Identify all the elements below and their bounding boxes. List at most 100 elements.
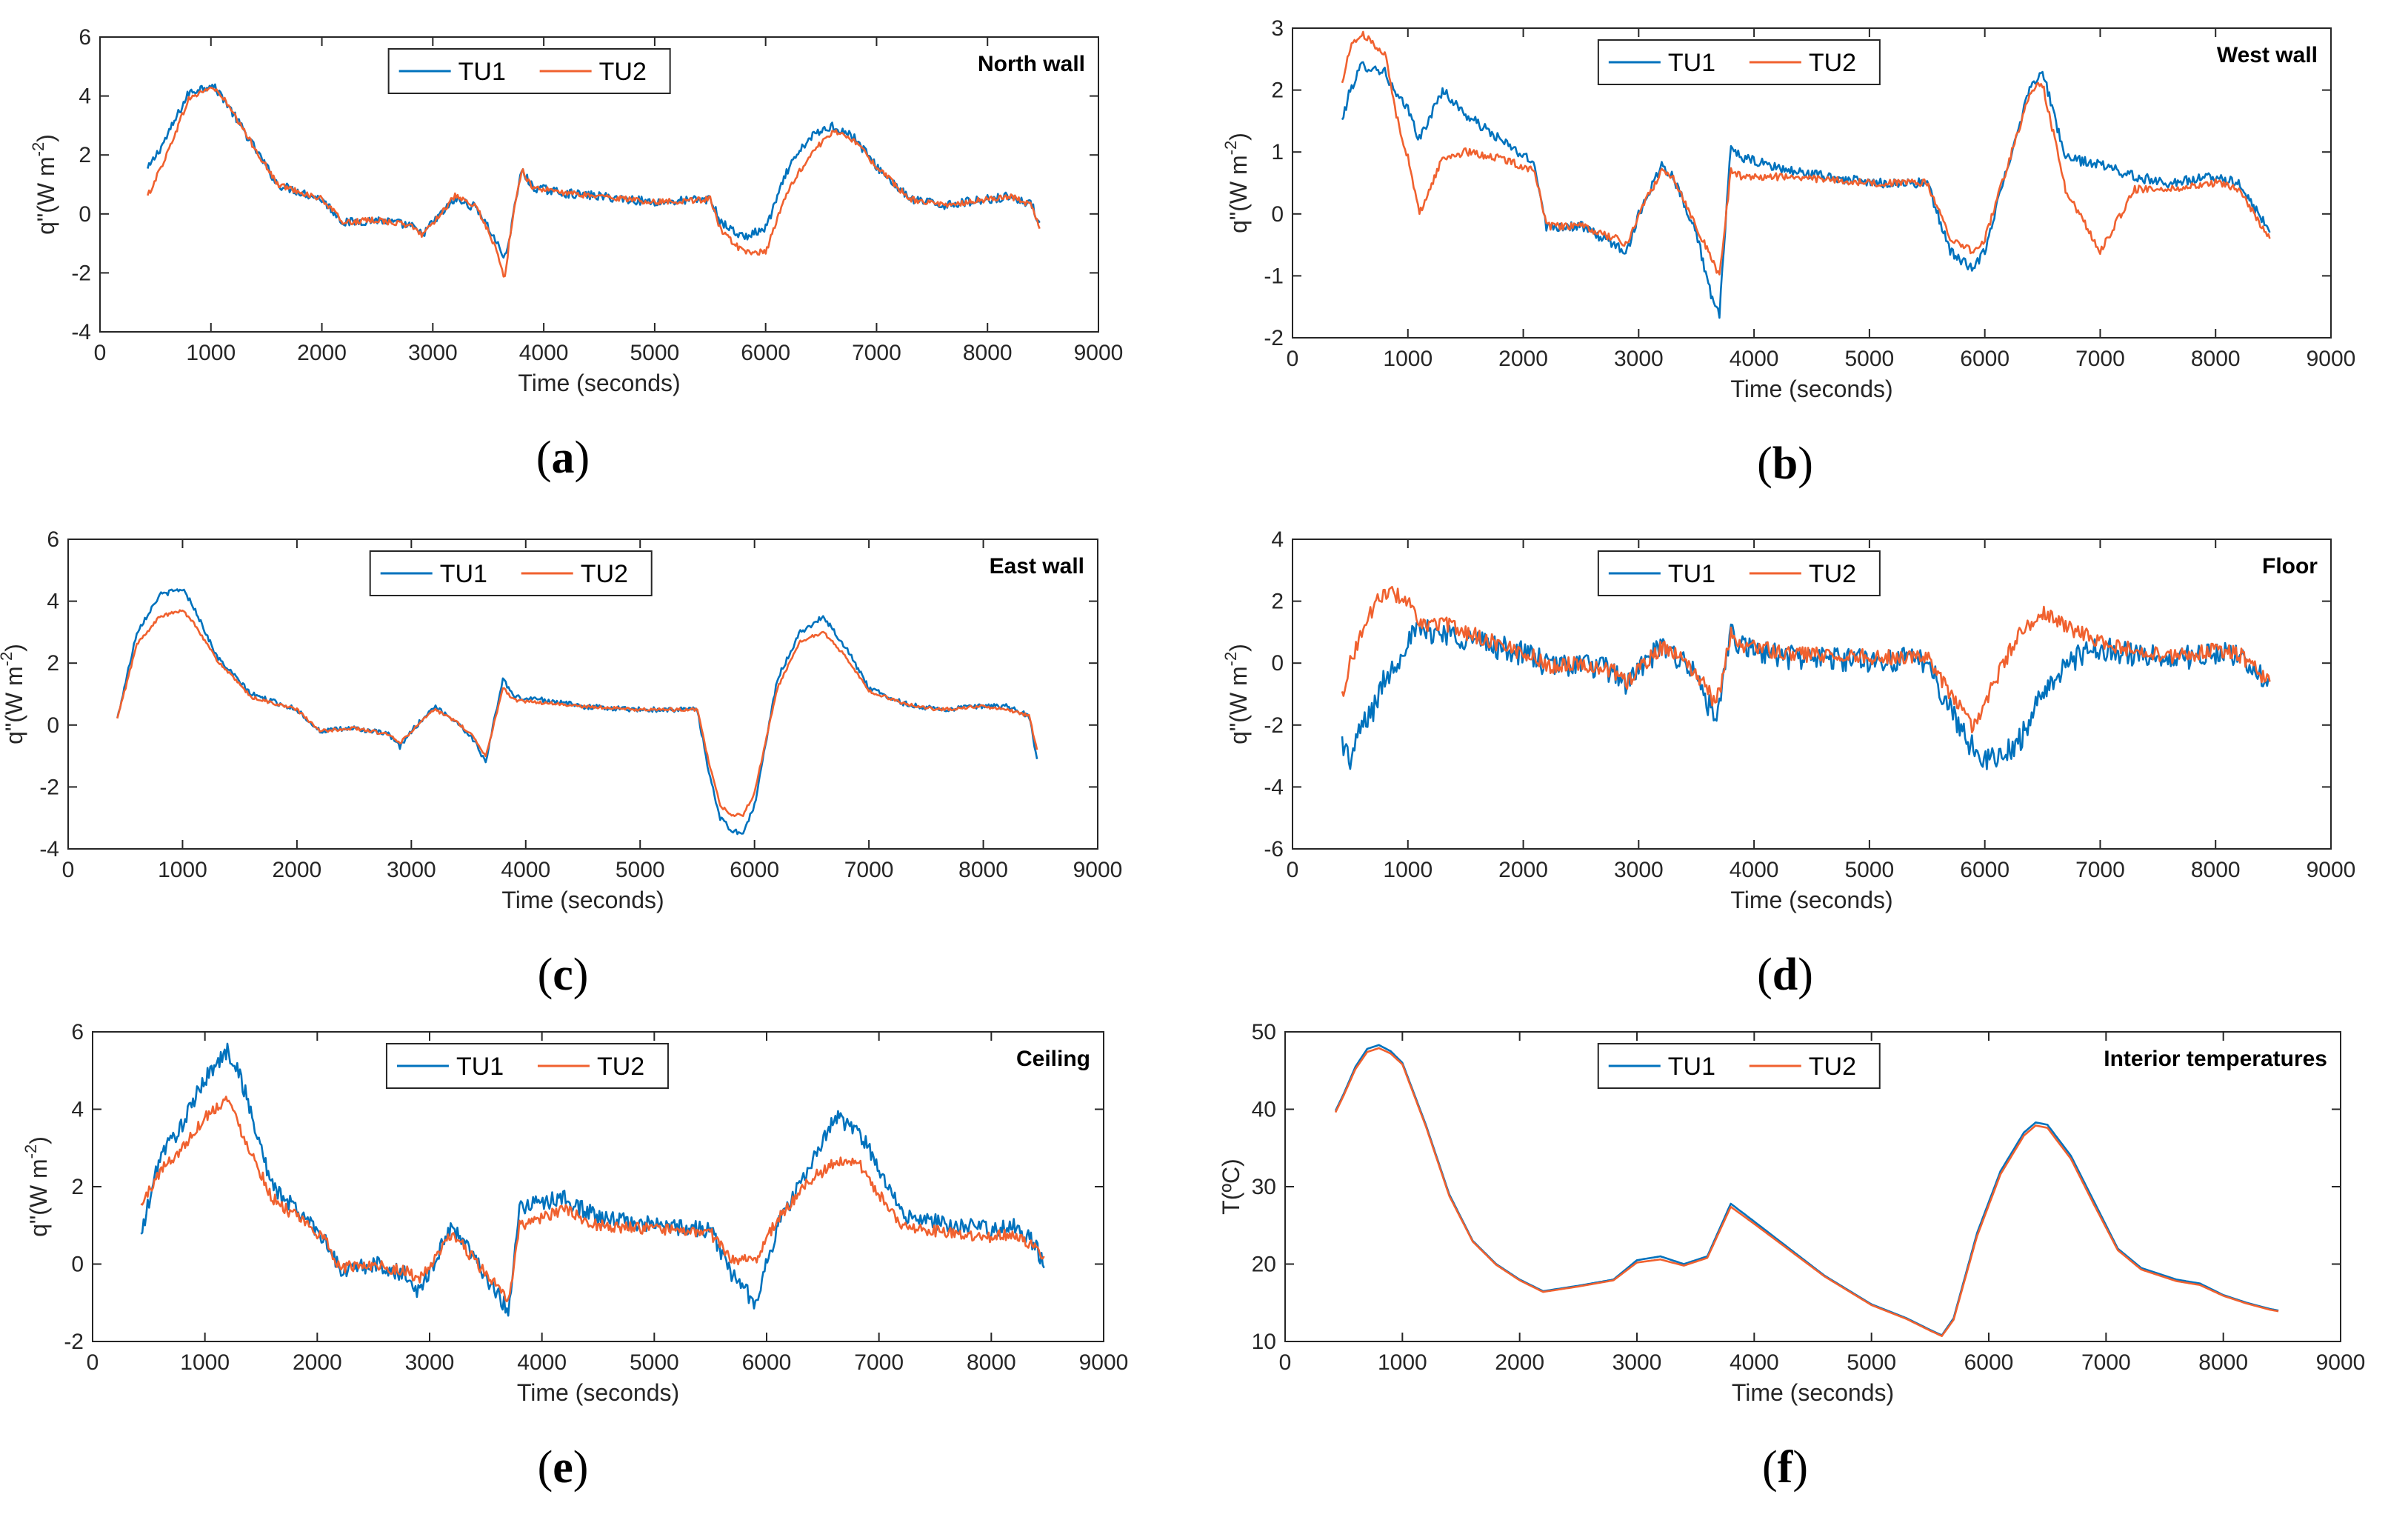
legend-label-tu1: TU1 <box>456 1053 504 1081</box>
y-tick-label: -2 <box>1264 326 1284 350</box>
y-tick-label: 50 <box>1252 1020 1276 1044</box>
legend-a: TU1 TU2 <box>387 48 671 94</box>
y-tick-label: 4 <box>1271 527 1284 552</box>
x-tick-label: 7000 <box>852 341 901 365</box>
panel-caption: (f) <box>1762 1442 1808 1493</box>
chart-panel-e: 0 1000 2000 3000 4000 5000 6000 7000 8000 9000-20… <box>21 1020 1128 1493</box>
x-tick-label: 4000 <box>501 858 550 882</box>
x-axis-label: Time (seconds) <box>1730 376 1892 402</box>
x-tick-label: 6000 <box>1960 858 2010 882</box>
x-tick-label: 3000 <box>1614 858 1664 882</box>
x-tick-label: 9000 <box>1074 341 1124 365</box>
x-tick-label: 8000 <box>2191 858 2241 882</box>
legend-e: TU1 TU2 <box>385 1043 669 1089</box>
legend-label-tu1: TU1 <box>1668 560 1715 588</box>
y-axis-label: T(ºC) <box>1218 1159 1244 1215</box>
x-axis-label: Time (seconds) <box>517 1379 679 1406</box>
x-tick-label: 6000 <box>1960 347 2010 371</box>
x-tick-label: 1000 <box>1383 858 1433 882</box>
series-line-tu2-f <box>1334 1047 2279 1337</box>
panel-title: Floor <box>2262 554 2318 579</box>
x-tick-label: 1000 <box>158 858 207 882</box>
x-tick-label: 2000 <box>1495 1350 1544 1375</box>
x-tick-label: 4000 <box>519 341 569 365</box>
x-tick-label: 0 <box>94 341 107 365</box>
panel-title: North wall <box>978 52 1085 76</box>
x-tick-label: 6000 <box>1964 1350 2014 1375</box>
series-line-tu2-b <box>1341 30 2271 276</box>
x-tick-label: 3000 <box>1612 1350 1662 1375</box>
x-tick-label: 3000 <box>408 341 458 365</box>
x-tick-label: 5000 <box>1847 1350 1896 1375</box>
x-tick-label: 1000 <box>180 1350 230 1375</box>
y-tick-label: -1 <box>1264 264 1284 288</box>
y-tick-label: 4 <box>47 590 59 614</box>
x-tick-label: 7000 <box>844 858 894 882</box>
chart-panel-d: 0 1000 2000 3000 4000 5000 6000 7000 8000 9000 -6 -… <box>1221 527 2355 1000</box>
x-tick-label: 5000 <box>616 858 665 882</box>
x-tick-label: 4000 <box>1730 858 1779 882</box>
x-tick-label: 8000 <box>2191 347 2241 371</box>
x-tick-label: 6000 <box>730 858 779 882</box>
y-tick-label: 2 <box>1271 79 1284 103</box>
x-tick-label: 0 <box>87 1350 99 1375</box>
x-tick-label: 5000 <box>630 341 680 365</box>
x-tick-label: 3000 <box>405 1350 455 1375</box>
y-tick-label: -4 <box>71 320 91 344</box>
series-line-tu2-e <box>140 1096 1045 1303</box>
x-tick-label: 0 <box>1287 858 1299 882</box>
x-tick-label: 8000 <box>963 341 1013 365</box>
panel-caption: (b) <box>1757 439 1813 489</box>
x-tick-label: 3000 <box>387 858 436 882</box>
y-tick-label: 1 <box>1271 140 1284 164</box>
x-tick-label: 7000 <box>2075 858 2125 882</box>
panel-caption: (d) <box>1757 950 1813 1000</box>
legend-b: TU1 TU2 <box>1597 39 1881 85</box>
x-tick-label: 9000 <box>1073 858 1123 882</box>
x-tick-label: 6000 <box>741 341 790 365</box>
x-tick-label: 2000 <box>293 1350 342 1375</box>
x-tick-label: 4000 <box>1730 1350 1779 1375</box>
panel-title: West wall <box>2217 43 2318 67</box>
chart-panel-b: 0 1000 2000 3000 4000 5000 6000 7000 8000 9000 -2 -… <box>1221 16 2355 489</box>
x-axis-label: Time (seconds) <box>518 370 680 396</box>
panel-caption: (e) <box>538 1442 589 1493</box>
panel-caption: (c) <box>538 950 589 1000</box>
y-tick-label: 40 <box>1252 1098 1276 1122</box>
y-tick-label: -2 <box>64 1330 84 1354</box>
y-tick-label: 0 <box>79 202 91 227</box>
x-tick-label: 3000 <box>1614 347 1664 371</box>
x-tick-label: 1000 <box>1378 1350 1427 1375</box>
chart-panel-c: 0 1000 2000 3000 4000 5000 6000 7000 8000 9000 -4 -… <box>0 527 1122 1000</box>
x-tick-label: 2000 <box>273 858 322 882</box>
panel-title: Interior temperatures <box>2104 1047 2327 1071</box>
y-tick-label: 6 <box>71 1020 84 1044</box>
y-tick-label: 0 <box>71 1253 84 1277</box>
y-tick-label: 2 <box>1271 590 1284 614</box>
x-tick-label: 4000 <box>1730 347 1779 371</box>
y-tick-label: 2 <box>47 651 59 676</box>
chart-panel-a: 0 1000 2000 3000 4000 5000 6000 7000 8000 9000 -4 -… <box>29 25 1123 483</box>
x-tick-label: 8000 <box>2198 1350 2248 1375</box>
x-tick-label: 9000 <box>1079 1350 1129 1375</box>
panel-title: Ceiling <box>1016 1047 1090 1071</box>
series-line-tu1-b <box>1341 61 2271 319</box>
x-tick-label: 2000 <box>297 341 347 365</box>
y-tick-label: -2 <box>71 261 91 285</box>
y-axis-label: q"(W m-2) <box>0 644 27 744</box>
x-tick-label: 5000 <box>1845 858 1895 882</box>
y-tick-label: 0 <box>1271 651 1284 676</box>
x-tick-label: 2000 <box>1498 347 1548 371</box>
y-tick-label: 30 <box>1252 1175 1276 1199</box>
x-tick-label: 8000 <box>967 1350 1016 1375</box>
y-tick-label: -4 <box>39 837 59 861</box>
x-tick-label: 0 <box>1287 347 1299 371</box>
x-tick-label: 5000 <box>1845 347 1895 371</box>
x-tick-label: 6000 <box>742 1350 792 1375</box>
x-tick-label: 1000 <box>1383 347 1433 371</box>
y-tick-label: 0 <box>47 713 59 738</box>
x-tick-label: 7000 <box>2081 1350 2131 1375</box>
x-tick-label: 9000 <box>2307 858 2356 882</box>
y-axis-label: q"(W m-2) <box>1221 644 1252 744</box>
